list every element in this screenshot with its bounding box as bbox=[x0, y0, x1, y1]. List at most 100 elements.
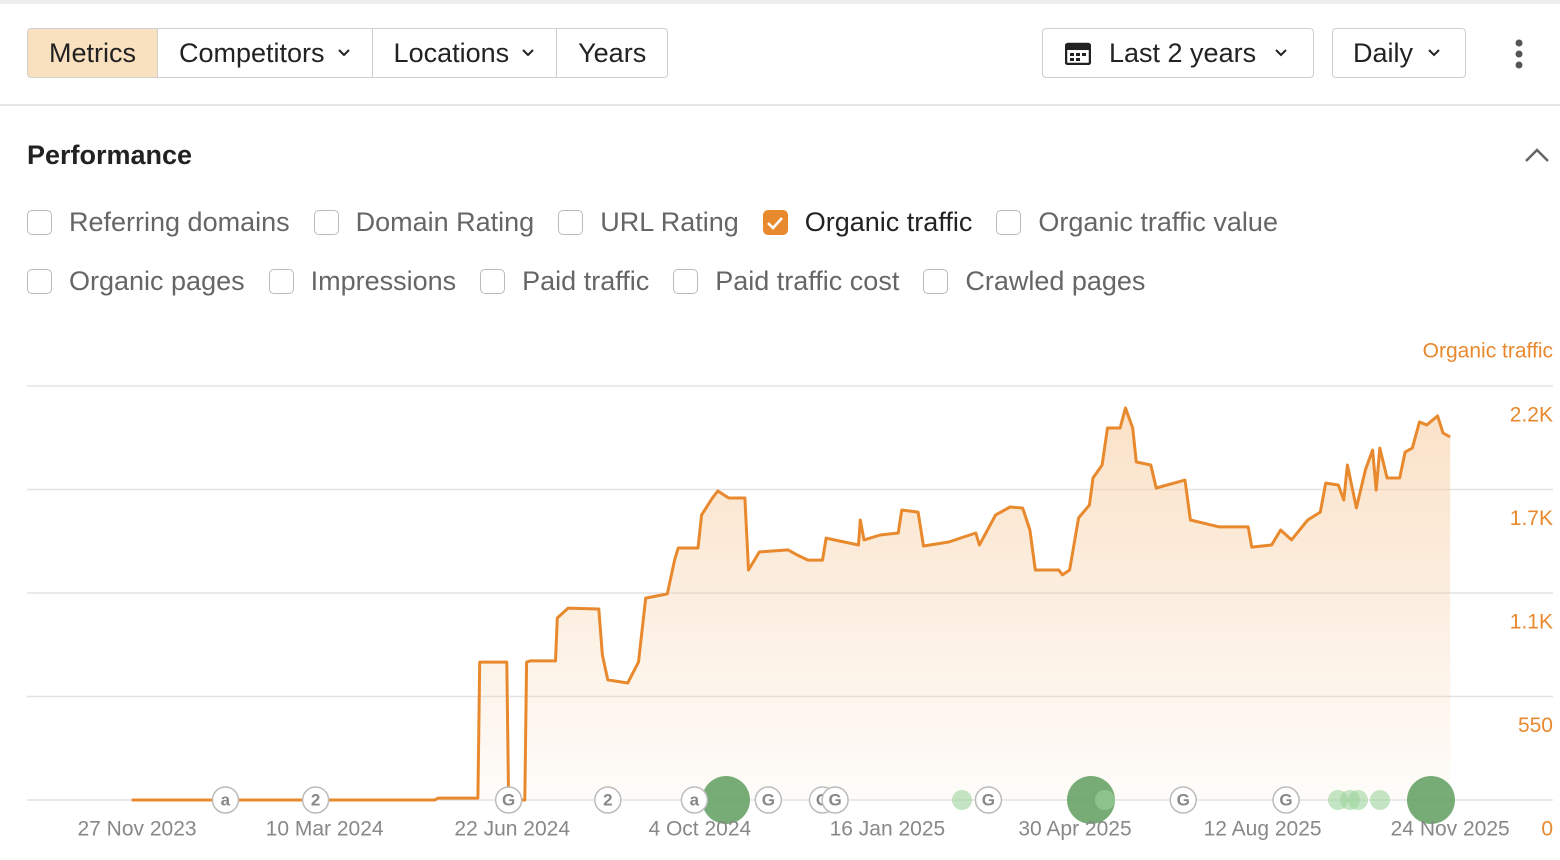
annotation-badge bbox=[211, 786, 240, 814]
x-tick-label: 4 Oct 2024 bbox=[648, 818, 751, 841]
metric-label: Paid traffic cost bbox=[715, 266, 900, 296]
metric-label: Impressions bbox=[310, 266, 457, 296]
annotation-label: G bbox=[1177, 790, 1190, 809]
metric-label: Crawled pages bbox=[965, 266, 1146, 296]
date-range-label: Last 2 years bbox=[1109, 37, 1257, 68]
annotation-label: G bbox=[982, 790, 995, 809]
annotation-badge bbox=[494, 786, 523, 814]
annotation-label: G bbox=[762, 790, 775, 809]
y-tick-label: 0 bbox=[1541, 818, 1553, 841]
checkbox bbox=[762, 210, 788, 235]
annotation-label: a bbox=[221, 790, 231, 809]
checkbox bbox=[673, 269, 699, 294]
top-border bbox=[0, 0, 1560, 4]
annotation: G bbox=[1169, 786, 1197, 814]
annotation-badge bbox=[821, 786, 849, 814]
annotation: G bbox=[821, 786, 849, 814]
metric-checkbox[interactable]: Impressions bbox=[268, 266, 457, 297]
annotation-label: G bbox=[828, 790, 841, 809]
area bbox=[131, 408, 1451, 800]
x-tick-label: 16 Jan 2025 bbox=[830, 818, 946, 841]
x-tick-label: 24 Nov 2025 bbox=[1391, 818, 1510, 841]
metric-label: Organic pages bbox=[69, 266, 245, 296]
tab-label: Years bbox=[578, 37, 647, 68]
x-tick-label: 12 Aug 2025 bbox=[1204, 818, 1322, 841]
metric-label: Referring domains bbox=[69, 207, 290, 237]
metric-label: Organic traffic value bbox=[1038, 207, 1278, 237]
metric-checkbox[interactable]: Paid traffic cost bbox=[673, 266, 899, 297]
tab-label: Competitors bbox=[179, 37, 325, 68]
checkbox bbox=[268, 269, 294, 294]
annotation: G bbox=[974, 786, 1003, 814]
interval-button[interactable]: Daily bbox=[1332, 28, 1466, 78]
checkbox bbox=[923, 269, 949, 294]
checkbox bbox=[480, 269, 506, 294]
checkbox bbox=[27, 210, 52, 235]
annotation-badge bbox=[974, 786, 1003, 814]
annotation-label: 2 bbox=[603, 790, 612, 809]
annotation: G bbox=[1272, 786, 1300, 814]
line bbox=[131, 406, 1451, 802]
metric-row: Organic pages Impressions Paid traffic Paid… bbox=[27, 266, 1145, 297]
tab[interactable]: Years bbox=[556, 29, 667, 77]
checkbox bbox=[996, 210, 1022, 235]
metric-label: URL Rating bbox=[600, 207, 739, 237]
metric-checkbox[interactable]: Domain Rating bbox=[313, 207, 535, 238]
chevron-down bbox=[1275, 49, 1287, 57]
annotation-badge bbox=[1169, 786, 1197, 814]
annotation: G bbox=[494, 786, 523, 814]
tab[interactable]: Locations bbox=[371, 29, 557, 77]
annotation-badge bbox=[594, 786, 622, 814]
check-mark bbox=[767, 216, 784, 230]
tab-label: Metrics bbox=[49, 37, 136, 68]
tab[interactable]: Competitors bbox=[157, 29, 372, 77]
annotation: 2 bbox=[301, 786, 330, 814]
more-menu[interactable] bbox=[1510, 38, 1528, 72]
checkbox bbox=[558, 210, 584, 235]
calendar-icon bbox=[1065, 42, 1091, 65]
metric-label: Domain Rating bbox=[355, 207, 535, 237]
metric-checkbox[interactable]: Referring domains bbox=[27, 207, 290, 238]
metric-checkbox[interactable]: Organic pages bbox=[27, 266, 245, 297]
annotation: 2 bbox=[594, 786, 622, 814]
collapse-chevron[interactable] bbox=[1524, 146, 1552, 164]
metric-checkbox[interactable]: Organic traffic bbox=[762, 207, 973, 238]
y-tick-label: 2.2K bbox=[1510, 404, 1553, 427]
metric-label: Organic traffic bbox=[804, 207, 973, 237]
checkbox bbox=[313, 210, 339, 235]
metric-row: Referring domains Domain Rating URL Rating… bbox=[27, 207, 1278, 238]
annotation-label: 2 bbox=[311, 790, 320, 809]
event-dots bbox=[702, 776, 1455, 824]
y-tick-label: 550 bbox=[1518, 714, 1553, 737]
annotation: a bbox=[211, 786, 240, 814]
separator bbox=[0, 104, 1560, 106]
tab-label: Locations bbox=[393, 37, 510, 68]
interval-label: Daily bbox=[1353, 37, 1414, 68]
tab[interactable]: Metrics bbox=[28, 29, 157, 77]
x-tick-label: 30 Apr 2025 bbox=[1018, 818, 1131, 841]
x-tick-label: 10 Mar 2024 bbox=[266, 818, 384, 841]
annotation-label: a bbox=[690, 790, 700, 809]
tab-group: Metrics Competitors Locations Years bbox=[27, 28, 669, 78]
x-tick-label: 22 Jun 2024 bbox=[454, 818, 570, 841]
annotation-badge bbox=[754, 786, 783, 814]
annotation: a bbox=[680, 786, 709, 814]
chevron-down bbox=[1428, 49, 1440, 57]
metric-checkbox[interactable]: URL Rating bbox=[558, 207, 739, 238]
annotation-label: G bbox=[502, 790, 515, 809]
metric-checkbox[interactable]: Crawled pages bbox=[923, 266, 1145, 297]
series-label: Organic traffic bbox=[1423, 340, 1553, 363]
annotation-badge bbox=[680, 786, 709, 814]
metric-checkbox[interactable]: Organic traffic value bbox=[996, 207, 1278, 238]
x-tick-label: 27 Nov 2023 bbox=[77, 818, 196, 841]
metric-label: Paid traffic bbox=[522, 266, 650, 296]
y-tick-label: 1.1K bbox=[1510, 611, 1553, 634]
annotation-label: G bbox=[1279, 790, 1292, 809]
chevron-down bbox=[522, 49, 534, 57]
date-range-button[interactable]: Last 2 years bbox=[1042, 28, 1314, 78]
metric-checkbox[interactable]: Paid traffic bbox=[480, 266, 649, 297]
section-title: Performance bbox=[27, 140, 193, 170]
y-tick-label: 1.7K bbox=[1510, 507, 1553, 530]
